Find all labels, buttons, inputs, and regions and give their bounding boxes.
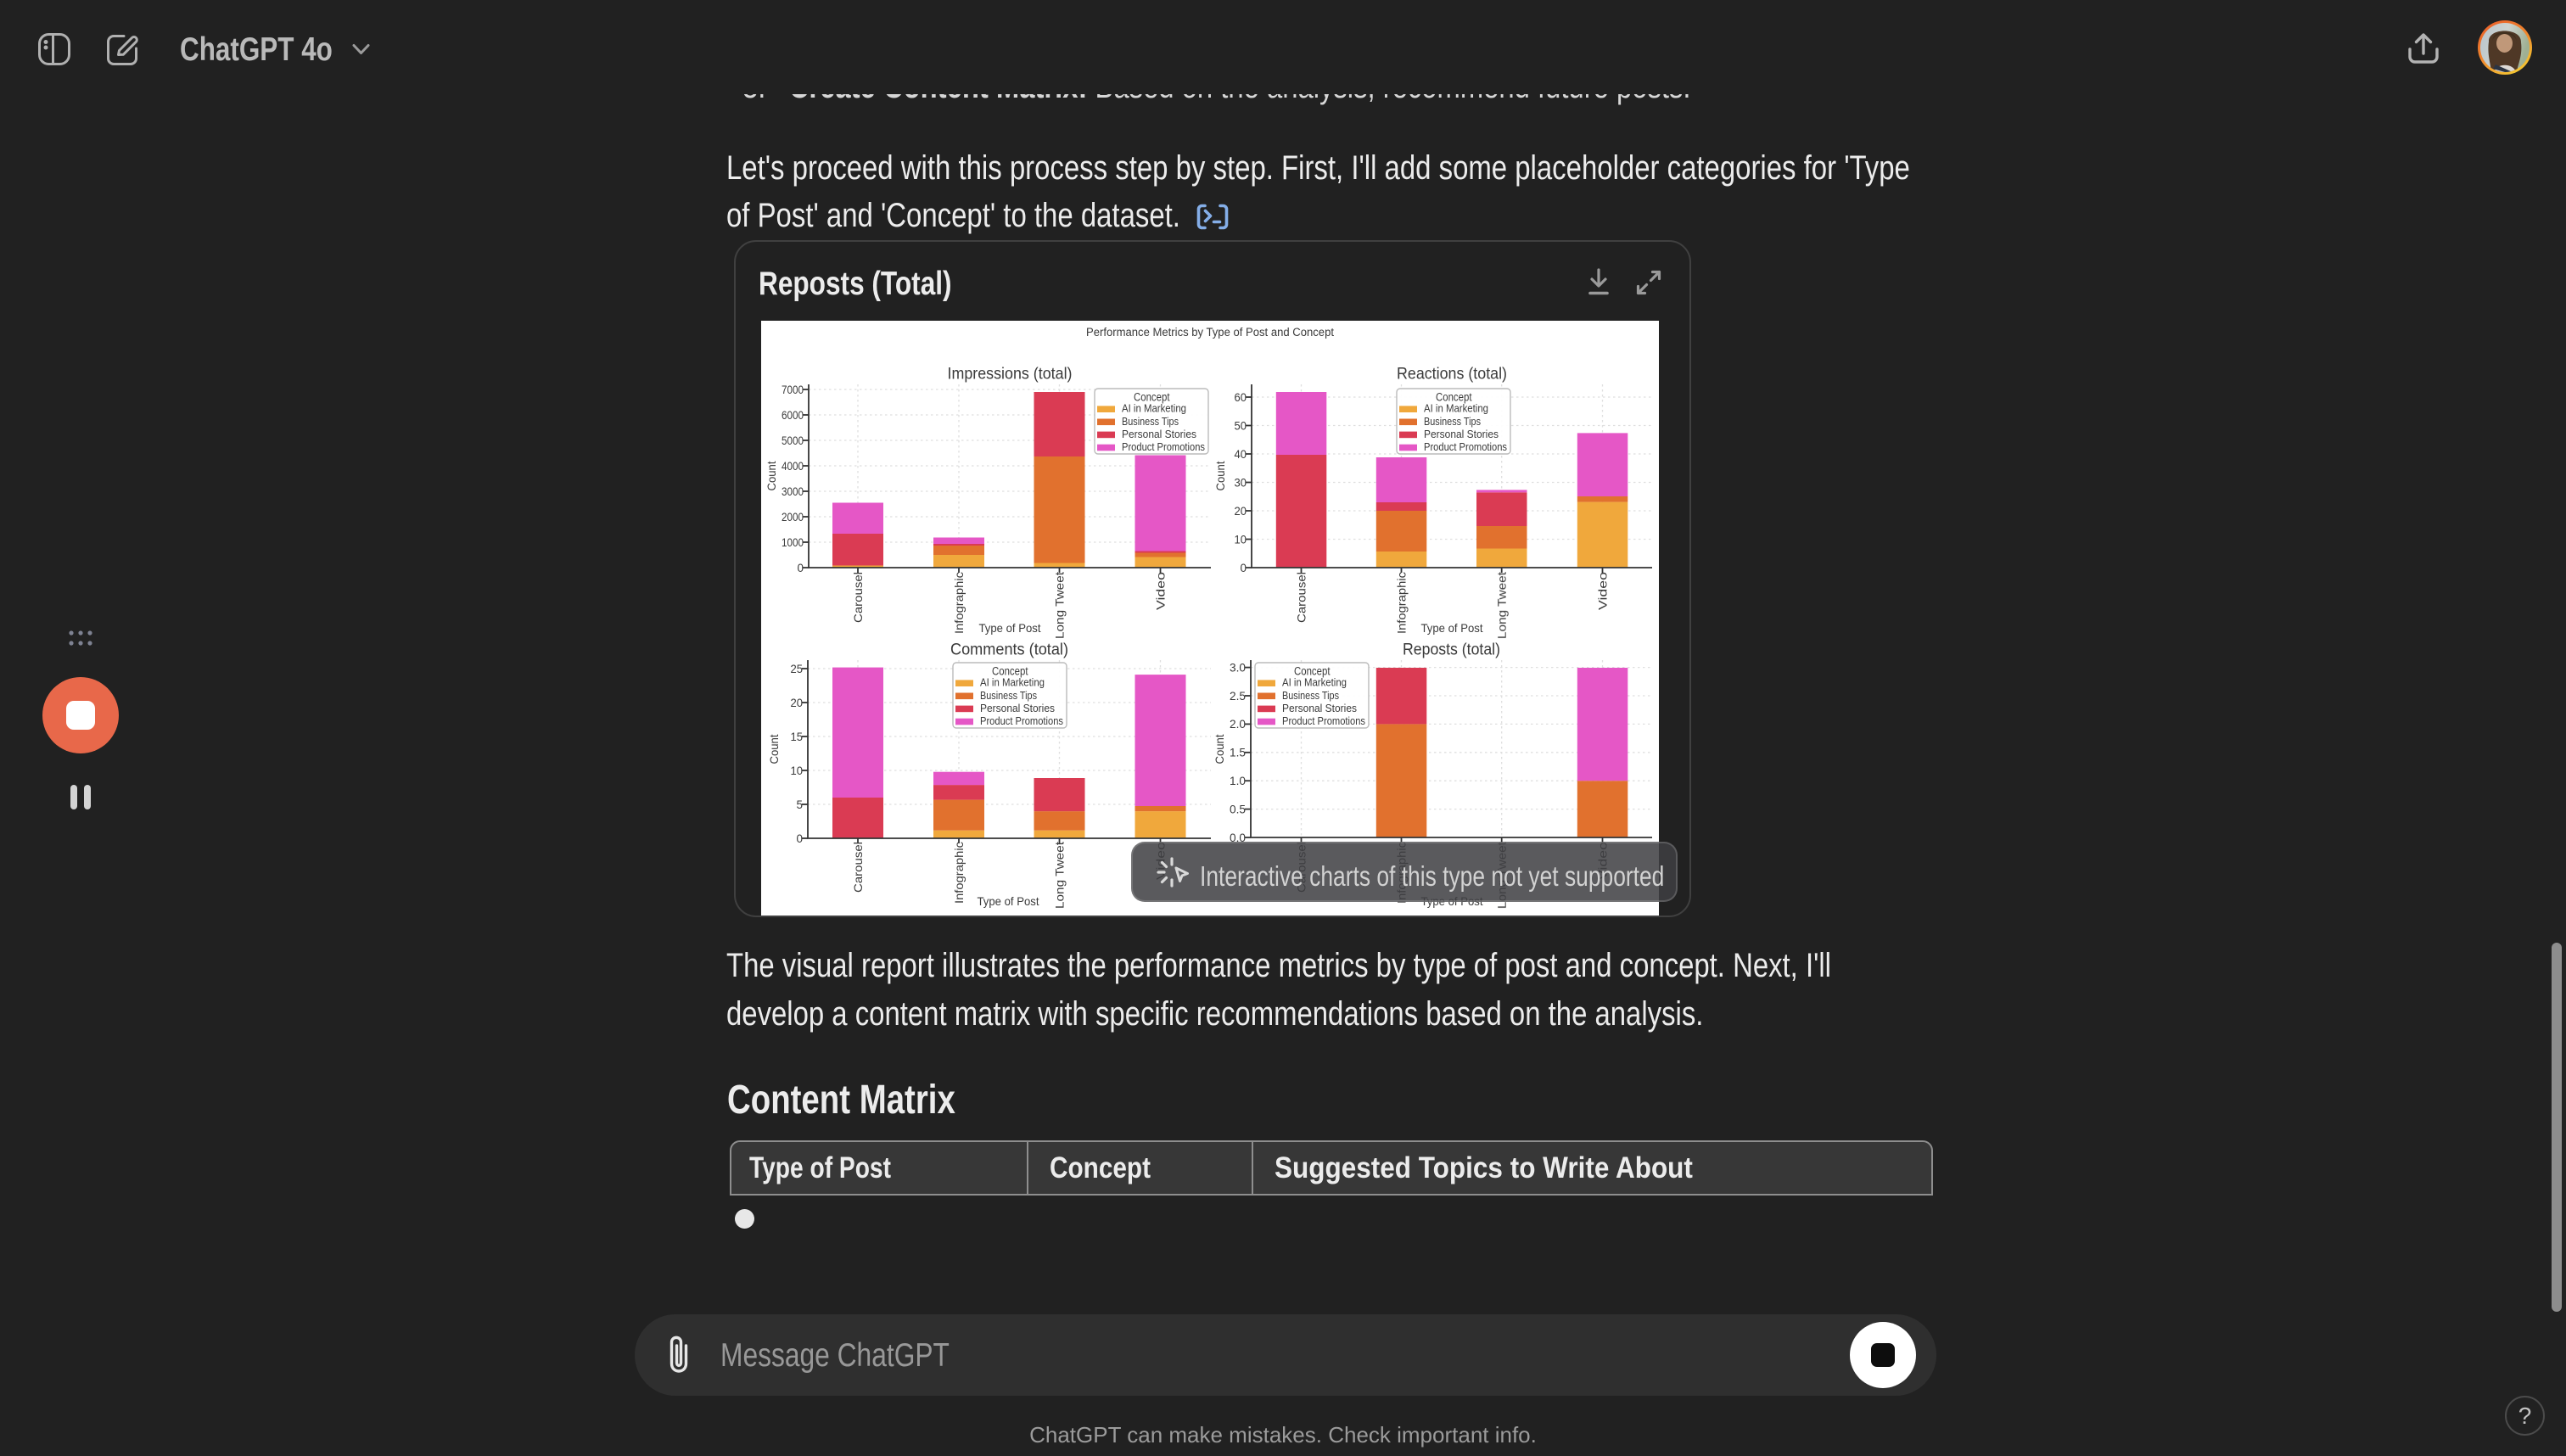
svg-text:Carousel: Carousel <box>1295 572 1308 623</box>
svg-text:Carousel: Carousel <box>851 572 865 623</box>
svg-text:0.5: 0.5 <box>1230 802 1246 815</box>
svg-text:Type of Post: Type of Post <box>1421 621 1483 635</box>
svg-text:Infographic: Infographic <box>952 572 966 634</box>
svg-text:Type of Post: Type of Post <box>978 894 1039 908</box>
svg-text:Infographic: Infographic <box>1395 572 1409 634</box>
svg-text:2.5: 2.5 <box>1230 689 1246 703</box>
svg-text:Concept: Concept <box>1294 665 1331 678</box>
svg-text:Business Tips: Business Tips <box>1122 416 1179 428</box>
svg-text:50: 50 <box>1235 418 1247 432</box>
svg-text:20: 20 <box>1235 504 1247 518</box>
svg-text:1000: 1000 <box>782 535 804 549</box>
svg-text:AI in Marketing: AI in Marketing <box>980 677 1045 689</box>
svg-text:20: 20 <box>791 696 804 709</box>
svg-text:0: 0 <box>798 561 804 574</box>
svg-text:Product Promotions: Product Promotions <box>1424 441 1507 453</box>
svg-text:AI in Marketing: AI in Marketing <box>1424 403 1488 415</box>
svg-text:Concept: Concept <box>992 665 1028 678</box>
svg-text:Business Tips: Business Tips <box>1424 416 1481 428</box>
svg-text:1.5: 1.5 <box>1230 746 1246 759</box>
svg-text:2000: 2000 <box>782 510 804 524</box>
svg-text:10: 10 <box>791 764 804 777</box>
svg-text:Count: Count <box>1213 734 1226 764</box>
svg-text:3000: 3000 <box>782 484 804 498</box>
svg-text:Personal Stories: Personal Stories <box>1122 428 1196 440</box>
svg-text:0: 0 <box>797 832 804 845</box>
svg-text:Product Promotions: Product Promotions <box>1282 715 1365 727</box>
svg-text:Count: Count <box>767 734 781 764</box>
svg-text:Performance Metrics by Type of: Performance Metrics by Type of Post and … <box>1086 326 1334 339</box>
svg-text:Comments (total): Comments (total) <box>950 641 1068 659</box>
svg-text:Product Promotions: Product Promotions <box>1122 441 1205 453</box>
svg-text:5000: 5000 <box>782 434 804 447</box>
svg-text:Long Tweet: Long Tweet <box>1053 842 1067 909</box>
svg-text:0: 0 <box>1241 561 1247 574</box>
svg-text:Reactions (total): Reactions (total) <box>1397 365 1507 384</box>
svg-text:40: 40 <box>1235 447 1247 461</box>
svg-text:5: 5 <box>797 798 804 811</box>
svg-text:Business Tips: Business Tips <box>1282 690 1339 702</box>
svg-text:Reposts (total): Reposts (total) <box>1403 641 1500 659</box>
svg-text:25: 25 <box>791 662 804 675</box>
svg-text:Long Tweet: Long Tweet <box>1495 572 1509 639</box>
svg-text:Concept: Concept <box>1134 391 1170 404</box>
svg-text:2.0: 2.0 <box>1230 717 1246 731</box>
svg-text:Video: Video <box>1154 572 1168 610</box>
svg-text:10: 10 <box>1235 532 1247 546</box>
svg-text:15: 15 <box>791 730 804 743</box>
svg-text:Count: Count <box>1213 461 1227 490</box>
svg-text:Personal Stories: Personal Stories <box>1282 703 1357 714</box>
svg-text:Type of Post: Type of Post <box>979 621 1041 635</box>
svg-text:Count: Count <box>765 461 778 490</box>
svg-text:AI in Marketing: AI in Marketing <box>1282 677 1347 689</box>
svg-text:Impressions (total): Impressions (total) <box>948 365 1073 384</box>
svg-text:Concept: Concept <box>1436 391 1472 404</box>
svg-text:3.0: 3.0 <box>1230 660 1246 674</box>
svg-text:0.0: 0.0 <box>1230 831 1246 844</box>
svg-text:AI in Marketing: AI in Marketing <box>1122 403 1186 415</box>
svg-text:Product Promotions: Product Promotions <box>980 715 1063 727</box>
svg-text:7000: 7000 <box>782 383 804 396</box>
svg-text:Personal Stories: Personal Stories <box>1424 428 1499 440</box>
svg-text:4000: 4000 <box>782 459 804 473</box>
svg-text:30: 30 <box>1235 475 1247 489</box>
svg-text:Infographic: Infographic <box>952 842 966 904</box>
svg-text:1.0: 1.0 <box>1230 774 1246 787</box>
svg-text:Carousel: Carousel <box>851 842 865 893</box>
svg-text:Personal Stories: Personal Stories <box>980 703 1055 714</box>
svg-text:Long Tweet: Long Tweet <box>1053 572 1067 639</box>
svg-text:60: 60 <box>1235 390 1247 404</box>
svg-text:Business Tips: Business Tips <box>980 690 1037 702</box>
svg-text:6000: 6000 <box>782 408 804 422</box>
svg-text:Video: Video <box>1596 572 1610 610</box>
